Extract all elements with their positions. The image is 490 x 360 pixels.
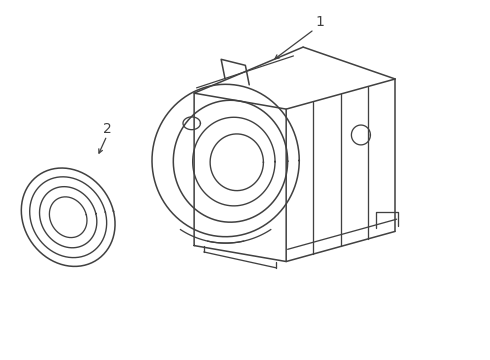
Text: 2: 2 (102, 122, 111, 136)
Text: 1: 1 (316, 15, 324, 29)
